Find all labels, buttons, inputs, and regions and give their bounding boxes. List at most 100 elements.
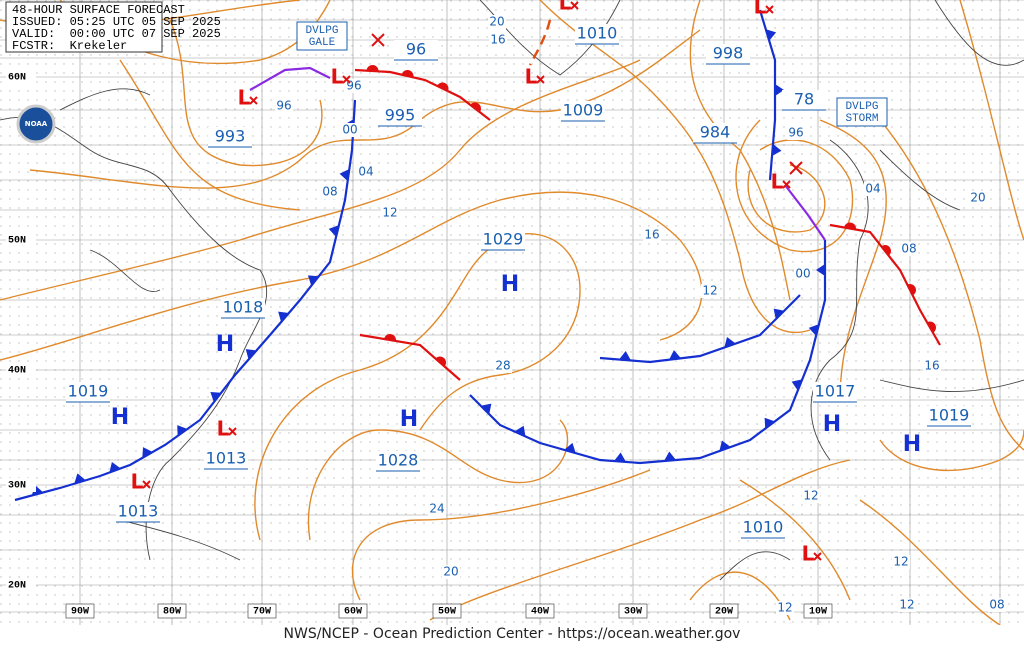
- isobar-label-bg: [381, 206, 399, 220]
- lon-label-box: [432, 603, 462, 619]
- isobar: [307, 419, 569, 541]
- warning-box: [836, 97, 888, 127]
- lon-label-box: [525, 603, 555, 619]
- header-line: 48-HOUR SURFACE FORECAST: [12, 3, 185, 17]
- pressure-label: 96: [406, 40, 426, 59]
- pressure-label: 984: [700, 123, 731, 142]
- forecast-track: [371, 33, 803, 175]
- front-symbol: [177, 425, 188, 436]
- front-symbol: [384, 334, 396, 341]
- isobar-label-bg: [488, 15, 506, 29]
- isobar-label-bg: [802, 489, 820, 503]
- front-symbol: [480, 403, 492, 415]
- low-x: [142, 480, 151, 489]
- isobar-label: 08: [901, 242, 916, 256]
- isobar-label: 20: [970, 191, 985, 205]
- isobar-label-bg: [776, 601, 794, 615]
- lat-label-box: [6, 363, 36, 377]
- isobar-label-bg: [643, 228, 661, 242]
- lon-label: 60W: [344, 607, 362, 618]
- cold-front: [469, 240, 827, 465]
- lat-label: 40N: [8, 366, 26, 377]
- front-symbol: [764, 417, 775, 429]
- isobar: [959, 0, 1024, 241]
- isobar-label: 96: [788, 126, 803, 140]
- front-symbol: [808, 324, 819, 336]
- warning-text: DVLPG: [305, 25, 338, 37]
- lon-label: 30W: [624, 607, 642, 618]
- front-symbol: [881, 244, 892, 256]
- high-center: H: [111, 405, 129, 430]
- pressure-label: 1013: [118, 502, 159, 521]
- isobar-label: 12: [893, 555, 908, 569]
- front-symbol: [109, 462, 121, 473]
- isobar-label-bg: [787, 126, 805, 140]
- low-center: L: [771, 170, 784, 194]
- pressure-label: 1018: [223, 298, 264, 317]
- lon-label-box: [65, 603, 95, 619]
- pressure-label: 995: [385, 106, 416, 125]
- lat-label: 50N: [8, 236, 26, 247]
- pressure-label: 1029: [483, 230, 524, 249]
- low-center: L: [331, 65, 344, 89]
- pressure-box: [481, 230, 525, 250]
- trough: [528, 19, 552, 66]
- front-symbol: [307, 275, 319, 286]
- isobar-label-bg: [701, 284, 719, 298]
- pressure-label: 1009: [563, 101, 604, 120]
- header-line: VALID: 00:00 UTC 07 SEP 2025: [12, 27, 221, 41]
- isobar-label: 04: [358, 165, 373, 179]
- isobar-label: 12: [777, 601, 792, 615]
- isobar-label: 12: [899, 598, 914, 612]
- front-symbol: [245, 349, 257, 360]
- front-symbol: [328, 225, 339, 237]
- low-center: L: [802, 542, 815, 566]
- noaa-logo: [16, 104, 56, 144]
- header-line: FCSTR: Krekeler: [12, 39, 127, 53]
- isobar-label: 96: [276, 99, 291, 113]
- isobar: [539, 0, 811, 334]
- isobar: [119, 59, 301, 211]
- logo-text: NOAA: [25, 120, 48, 128]
- occluded-front: [249, 66, 331, 91]
- front-symbol: [366, 65, 379, 72]
- lon-label: 20W: [715, 607, 733, 618]
- low-x: [765, 5, 774, 14]
- lat-label: 20N: [8, 581, 26, 592]
- pressure-box: [741, 518, 785, 538]
- pressure-box: [208, 127, 252, 147]
- isobar: [735, 119, 854, 253]
- front-symbol: [775, 84, 784, 96]
- isobars: [0, 0, 1024, 626]
- front-symbol: [844, 222, 856, 230]
- footer-bg: [0, 625, 1024, 652]
- isobar-label-bg: [428, 502, 446, 516]
- isobar-label: 12: [382, 206, 397, 220]
- warning-box: [296, 21, 348, 51]
- lon-label-box: [157, 603, 187, 619]
- pressure-box: [927, 406, 971, 426]
- low-x: [249, 96, 258, 105]
- front-symbol: [614, 452, 626, 462]
- isobar-label: 28: [495, 359, 510, 373]
- cold-front: [599, 294, 801, 364]
- low-x: [813, 552, 822, 561]
- low-x: [782, 180, 791, 189]
- coastlines: [0, 0, 1024, 581]
- pressure-box: [204, 449, 248, 469]
- lon-label-box: [803, 603, 833, 619]
- lon-label: 80W: [163, 607, 181, 618]
- lon-label: 10W: [809, 607, 827, 618]
- front-symbol: [210, 391, 222, 403]
- isobar-label-bg: [442, 565, 460, 579]
- isobar-label-bg: [988, 598, 1006, 612]
- front-symbol: [74, 473, 86, 484]
- low-center: L: [754, 0, 767, 19]
- isobar-label-bg: [923, 359, 941, 373]
- pressure-label: 1013: [206, 449, 247, 468]
- isobar-label-bg: [489, 33, 507, 47]
- front-symbol: [278, 311, 289, 323]
- pressure-label: 1010: [743, 518, 784, 537]
- warm-front: [354, 68, 491, 121]
